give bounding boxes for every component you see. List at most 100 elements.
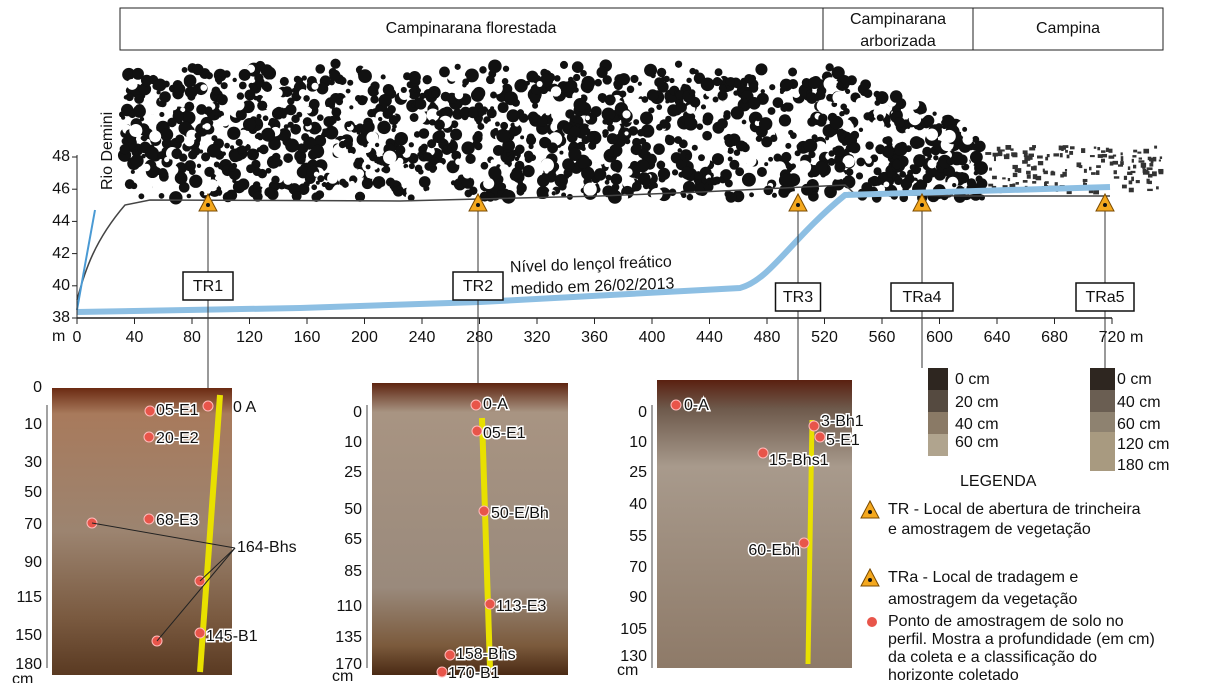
leaf xyxy=(200,84,207,91)
leaf xyxy=(1067,155,1070,159)
zone-label: arborizada xyxy=(860,33,936,50)
leaf xyxy=(799,123,805,129)
leaf xyxy=(607,133,618,144)
leaf xyxy=(657,68,666,77)
leaf xyxy=(469,187,477,195)
leaf xyxy=(1094,147,1096,149)
leaf xyxy=(468,108,478,118)
auger-depth: 0 cm xyxy=(1117,371,1152,388)
leaf xyxy=(559,151,563,155)
leaf xyxy=(1085,183,1087,185)
leaf xyxy=(724,190,731,197)
leaf xyxy=(171,104,178,111)
leaf xyxy=(1033,174,1037,179)
leaf xyxy=(227,127,240,140)
depth-label: 85 xyxy=(344,563,362,580)
leaf xyxy=(825,136,829,140)
leaf xyxy=(985,152,991,155)
legend-text: TR - Local de abertura de trincheira xyxy=(888,501,1141,518)
leaf xyxy=(1061,146,1063,151)
leaf xyxy=(742,120,747,125)
leaf xyxy=(573,98,586,111)
leaf xyxy=(1084,169,1087,173)
leaf xyxy=(653,143,665,155)
sample-point xyxy=(479,506,489,516)
leaf xyxy=(378,117,382,121)
leaf xyxy=(184,102,194,112)
depth-label: 90 xyxy=(24,554,42,571)
leaf xyxy=(1065,150,1068,153)
leaf xyxy=(1047,154,1050,157)
leaf xyxy=(1109,149,1113,153)
sample-point xyxy=(799,538,809,548)
depth-label: 10 xyxy=(344,434,362,451)
leaf xyxy=(1037,155,1043,158)
leaf xyxy=(640,112,653,125)
leaf xyxy=(246,164,255,173)
leaf xyxy=(733,90,738,95)
leaf xyxy=(1129,188,1134,193)
leaf xyxy=(231,163,237,169)
leaf xyxy=(654,77,664,87)
leaf xyxy=(1038,161,1043,165)
leaf xyxy=(731,106,744,119)
leaf xyxy=(844,122,854,132)
leaf xyxy=(346,89,351,94)
leaf xyxy=(272,153,281,162)
leaf xyxy=(338,77,346,85)
leaf xyxy=(877,114,884,121)
forest-canopy xyxy=(118,59,1163,205)
auger-depth: 40 cm xyxy=(955,416,999,433)
leaf xyxy=(865,157,872,164)
leaf xyxy=(780,90,784,94)
leaf xyxy=(434,120,445,131)
leaf xyxy=(916,179,924,187)
sample-point xyxy=(144,432,154,442)
leaf xyxy=(280,77,289,86)
leaf xyxy=(382,166,390,174)
leaf xyxy=(824,77,837,90)
site-label: TRa4 xyxy=(902,289,941,306)
leaf xyxy=(608,100,613,105)
leaf xyxy=(1005,145,1011,150)
leaf xyxy=(526,135,536,145)
leaf xyxy=(311,145,324,158)
leaf xyxy=(1062,172,1066,177)
leaf xyxy=(169,191,182,204)
leaf xyxy=(748,97,761,110)
leaf xyxy=(679,139,688,148)
leaf xyxy=(1002,177,1005,179)
leaf xyxy=(236,139,243,146)
leaf xyxy=(723,113,730,120)
leaf xyxy=(629,99,634,104)
leaf xyxy=(562,69,570,77)
auger-depth: 180 cm xyxy=(1117,457,1169,474)
leaf xyxy=(554,75,561,82)
depth-label: 90 xyxy=(629,589,647,606)
leaf xyxy=(686,78,691,83)
leaf xyxy=(860,79,871,90)
legend-text: amostragem da vegetação xyxy=(888,591,1078,608)
leaf xyxy=(1027,174,1031,178)
leaf xyxy=(1114,176,1119,178)
zone-header: Campinarana florestadaCampinaranaarboriz… xyxy=(120,8,1163,50)
leaf xyxy=(630,75,638,83)
leaf xyxy=(713,97,719,103)
leaf xyxy=(522,165,534,177)
leaf xyxy=(669,78,674,83)
leaf xyxy=(431,90,439,98)
leaf xyxy=(323,116,334,127)
x-tick-label: 280 xyxy=(466,329,493,346)
leaf xyxy=(526,71,538,83)
leaf xyxy=(349,105,353,109)
leaf xyxy=(735,167,744,176)
leaf xyxy=(757,167,767,177)
leaf xyxy=(633,119,639,125)
leaf xyxy=(419,128,430,139)
leaf xyxy=(801,184,813,196)
leaf xyxy=(455,64,461,70)
leaf xyxy=(936,116,942,122)
leaf xyxy=(153,64,166,77)
leaf xyxy=(1139,157,1142,159)
legend-text: TRa - Local de tradagem e xyxy=(888,569,1078,586)
